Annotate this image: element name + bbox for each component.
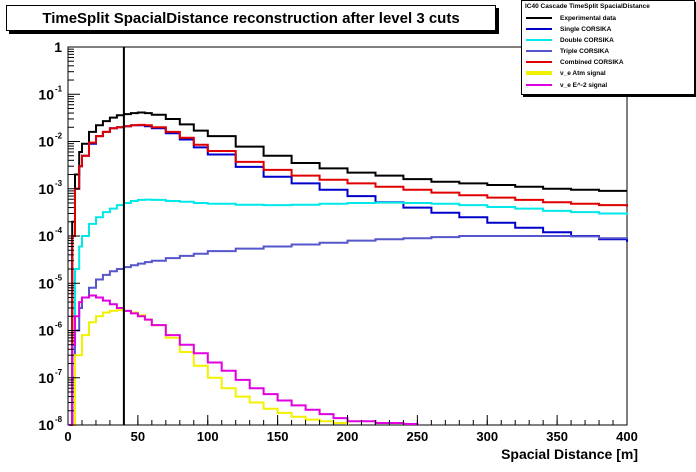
series-line-0 <box>69 111 627 426</box>
x-axis-label: Spacial Distance [m] <box>501 446 638 462</box>
legend-label: Combined CORSIKA <box>560 58 624 66</box>
y-tick-label: 10 <box>38 323 54 339</box>
legend-swatch <box>526 61 552 63</box>
x-tick-label: 250 <box>407 429 429 444</box>
y-tick-label: 10 <box>38 417 54 433</box>
x-tick-label: 0 <box>64 429 71 444</box>
legend-label: Single CORSIKA <box>560 25 612 33</box>
x-tick-label: 200 <box>337 429 359 444</box>
legend-label: ν_e Atm signal <box>560 69 606 77</box>
series-line-4 <box>69 123 628 426</box>
legend-entry-single-corsika: Single CORSIKA <box>526 24 691 34</box>
legend-entry-atm-signal: ν_e Atm signal <box>526 68 691 78</box>
y-tick-exponent: -1 <box>55 84 63 93</box>
legend-entry-experimental: Experimental data <box>526 13 691 23</box>
x-tick-label: 300 <box>476 429 498 444</box>
legend-label: Experimental data <box>560 14 616 22</box>
series-line-5 <box>69 309 349 426</box>
y-tick-exponent: -8 <box>55 415 63 424</box>
y-tick-exponent: -2 <box>55 132 63 141</box>
legend-entry-triple-corsika: Triple CORSIKA <box>526 46 691 56</box>
legend-swatch <box>526 84 552 86</box>
y-tick-label: 10 <box>38 86 54 102</box>
series-line-2 <box>69 198 628 426</box>
y-tick-label: 10 <box>38 181 54 197</box>
y-tick-exponent: -5 <box>55 273 63 282</box>
y-tick-label: 1 <box>54 39 62 55</box>
legend-swatch <box>526 50 552 52</box>
legend-entry-combined-corsika: Combined CORSIKA <box>526 57 691 67</box>
y-tick-label: 10 <box>38 275 54 291</box>
series-line-6 <box>69 294 419 426</box>
x-tick-label: 100 <box>197 429 219 444</box>
legend-swatch <box>526 28 552 30</box>
y-tick-label: 10 <box>38 134 54 150</box>
legend: IC40 Cascade TimeSplit SpacialDistance E… <box>521 0 695 95</box>
legend-entry-double-corsika: Double CORSIKA <box>526 35 691 45</box>
y-tick-exponent: -6 <box>55 321 63 330</box>
legend-swatch <box>526 71 552 75</box>
legend-title: IC40 Cascade TimeSplit SpacialDistance <box>525 3 650 10</box>
series-layer <box>69 111 628 426</box>
x-tick-label: 150 <box>267 429 289 444</box>
chart-title: TimeSplit SpacialDistance reconstruction… <box>6 5 496 31</box>
legend-swatch <box>526 17 552 19</box>
x-tick-label: 400 <box>616 429 638 444</box>
x-axis: 0 50 100 150 200 250 300 350 400 <box>64 415 638 444</box>
legend-swatch <box>526 39 552 41</box>
y-tick-label: 10 <box>38 370 54 386</box>
y-tick-label: 10 <box>38 228 54 244</box>
y-tick-exponent: -7 <box>55 368 63 377</box>
legend-label: Triple CORSIKA <box>560 47 610 55</box>
legend-entry-e2-signal: ν_e E^-2 signal <box>526 80 691 90</box>
x-tick-label: 350 <box>546 429 568 444</box>
x-tick-label: 50 <box>131 429 145 444</box>
y-tick-exponent: -3 <box>55 179 63 188</box>
legend-label: ν_e E^-2 signal <box>560 81 608 89</box>
series-line-3 <box>69 235 628 426</box>
legend-label: Double CORSIKA <box>560 36 614 44</box>
y-axis: 10 -810 -710 -610 -510 -410 -310 -210 -11 <box>38 39 80 433</box>
y-tick-exponent: -4 <box>55 226 63 235</box>
